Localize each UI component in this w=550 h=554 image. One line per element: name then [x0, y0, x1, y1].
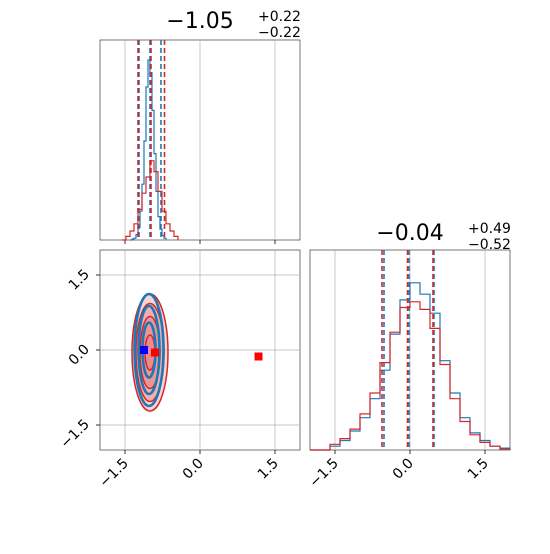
- hist-series-blue: [130, 59, 167, 241]
- param2-lower-err: −0.52: [468, 237, 511, 253]
- param1-lower-err: −0.22: [258, 25, 301, 41]
- param1-upper-err: +0.22: [258, 9, 301, 25]
- hist-series-red: [310, 301, 511, 451]
- joint-xtick-label-1: 0.0: [180, 456, 207, 483]
- param1-title: −1.05: [166, 9, 233, 34]
- joint-ytick-label-1: 0.0: [66, 342, 93, 369]
- marker-red-1: [151, 348, 159, 357]
- joint-xtick-label-2: 1.5: [255, 456, 282, 483]
- joint-xtick-label-0: −1.5: [96, 456, 131, 491]
- marginal-histogram-param2: −1.5 0.0 1.5 −0.04 +0.49 −0.52: [306, 221, 510, 491]
- param2-title: −0.04: [376, 221, 443, 246]
- hist2-xtick-label-2: 1.5: [465, 456, 492, 483]
- contour-1-level-1: [137, 304, 161, 396]
- param2-upper-err: +0.49: [468, 221, 511, 237]
- hist2-xtick-label-0: −1.5: [306, 456, 341, 491]
- marginal-histogram-param1: −1.05 +0.22 −0.22: [99, 9, 301, 244]
- hist2-xtick-label-1: 0.0: [390, 456, 417, 483]
- joint-ytick-label-0: −1.5: [57, 417, 92, 452]
- hist-series-red: [122, 160, 179, 241]
- marker-red-2: [254, 352, 263, 361]
- joint-density-panel: −1.5 0.0 1.5 −1.5 0.0 1.5: [57, 249, 301, 491]
- joint-ytick-label-2: 1.5: [66, 267, 93, 294]
- contour-1-level-0: [133, 292, 165, 408]
- marker-blue-0: [140, 346, 148, 354]
